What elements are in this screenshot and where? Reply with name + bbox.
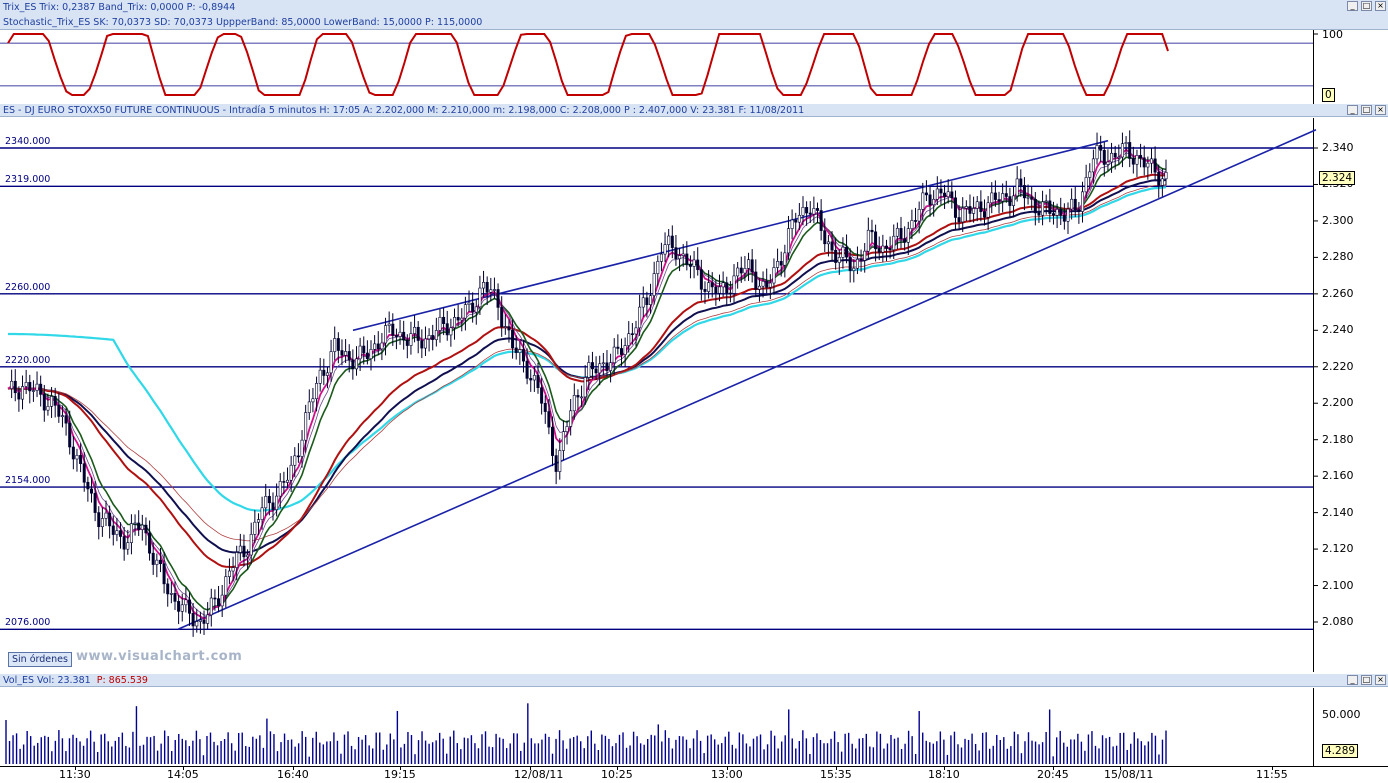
stochastic-title: Stochastic_Trix_ES SK: 70,0373 SD: 70,03… — [3, 17, 483, 28]
minimize-button[interactable]: _ — [1347, 105, 1358, 115]
level-label: 2260.000 — [5, 281, 51, 293]
stochastic-panel-header: Trix_ES Trix: 0,2387 Band_Trix: 0,0000 P… — [0, 0, 1388, 30]
time-tick: 14:05 — [167, 768, 199, 781]
price-ytick: 2.100 — [1322, 578, 1354, 592]
volume-panel: Vol_ES Vol: 23.381 P: 865.539 _ □ × 50.0… — [0, 674, 1388, 766]
volume-plot[interactable] — [0, 674, 1388, 766]
stochastic-plot[interactable] — [0, 0, 1388, 104]
level-label: 2154.000 — [5, 475, 51, 487]
maximize-button[interactable]: □ — [1361, 1, 1372, 11]
time-tick-mark — [75, 767, 76, 770]
price-ytick: 2.220 — [1322, 359, 1354, 373]
minimize-button[interactable]: _ — [1347, 1, 1358, 11]
stochastic-axis-separator — [1313, 30, 1314, 104]
price-window-buttons: _ □ × — [1347, 105, 1386, 115]
price-ytick: 2.140 — [1322, 505, 1354, 519]
price-ytick: 2.160 — [1322, 469, 1354, 483]
stochastic-ytick-100: 100 — [1322, 28, 1343, 41]
close-button[interactable]: × — [1375, 105, 1386, 115]
time-tick: 20:45 — [1037, 768, 1069, 781]
time-tick: 12/08/11 — [514, 768, 564, 781]
volume-window-buttons: _ □ × — [1347, 675, 1386, 685]
current-price-badge: 2.324 — [1319, 171, 1356, 185]
orders-button[interactable]: Sin órdenes — [8, 652, 72, 667]
maximize-button[interactable]: □ — [1361, 105, 1372, 115]
time-tick: 15/08/11 — [1104, 768, 1154, 781]
level-label: 2220.000 — [5, 354, 51, 366]
stochastic-value-badge: 0 — [1322, 88, 1335, 102]
price-ytick: 2.180 — [1322, 432, 1354, 446]
time-tick: 13:00 — [711, 768, 743, 781]
trix-title: Trix_ES Trix: 0,2387 Band_Trix: 0,0000 P… — [3, 2, 236, 13]
time-tick-mark — [530, 767, 531, 770]
time-tick: 16:40 — [277, 768, 309, 781]
price-ytick: 2.240 — [1322, 323, 1354, 337]
stochastic-panel: Trix_ES Trix: 0,2387 Band_Trix: 0,0000 P… — [0, 0, 1388, 104]
minimize-button[interactable]: _ — [1347, 675, 1358, 685]
price-ytick: 2.080 — [1322, 615, 1354, 628]
volume-ytick: 50.000 — [1322, 708, 1361, 721]
level-label: 2340.000 — [5, 136, 51, 147]
price-axis-separator — [1313, 118, 1314, 672]
price-panel: ES - DJ EURO STOXX50 FUTURE CONTINUOUS -… — [0, 104, 1388, 672]
level-label: 2319.000 — [5, 174, 51, 186]
price-ytick: 2.120 — [1322, 542, 1354, 556]
time-tick: 11:55 — [1256, 768, 1288, 781]
stochastic-line — [7, 33, 1169, 96]
time-tick-mark — [400, 767, 401, 770]
time-tick: 18:10 — [928, 768, 960, 781]
time-tick-mark — [183, 767, 184, 770]
time-tick-mark — [1053, 767, 1054, 770]
close-button[interactable]: × — [1375, 675, 1386, 685]
volume-axis-separator — [1313, 688, 1314, 766]
level-label: 2076.000 — [5, 617, 51, 629]
time-axis: 11:30 14:05 16:40 19:15 12/08/11 10:25 13:00 15… — [0, 766, 1388, 783]
maximize-button[interactable]: □ — [1361, 675, 1372, 685]
time-tick: 10:25 — [601, 768, 633, 781]
price-ytick: 2.340 — [1322, 141, 1354, 154]
time-tick-mark — [1272, 767, 1273, 770]
volume-value-badge: 4.289 — [1322, 744, 1359, 758]
time-tick-mark — [293, 767, 294, 770]
price-ytick: 2.260 — [1322, 286, 1354, 300]
stochastic-window-buttons: _ □ × — [1347, 1, 1386, 11]
price-ytick: 2.280 — [1322, 250, 1354, 264]
time-tick-mark — [1120, 767, 1121, 770]
close-button[interactable]: × — [1375, 1, 1386, 11]
price-ytick: 2.200 — [1322, 396, 1354, 410]
price-panel-header: ES - DJ EURO STOXX50 FUTURE CONTINUOUS -… — [0, 104, 1388, 117]
time-tick-mark — [836, 767, 837, 770]
time-tick-mark — [727, 767, 728, 770]
volume-title-p: P: 865.539 — [96, 675, 148, 686]
price-title: ES - DJ EURO STOXX50 FUTURE CONTINUOUS -… — [3, 105, 805, 116]
time-tick-mark — [617, 767, 618, 770]
time-tick: 19:15 — [384, 768, 416, 781]
volume-panel-header: Vol_ES Vol: 23.381 P: 865.539 _ □ × — [0, 674, 1388, 687]
volume-title: Vol_ES Vol: 23.381 — [3, 675, 91, 686]
time-tick: 15:35 — [820, 768, 852, 781]
watermark: www.visualchart.com — [76, 649, 243, 664]
price-ytick: 2.300 — [1322, 213, 1354, 227]
time-tick: 11:30 — [59, 768, 91, 781]
time-tick-mark — [944, 767, 945, 770]
